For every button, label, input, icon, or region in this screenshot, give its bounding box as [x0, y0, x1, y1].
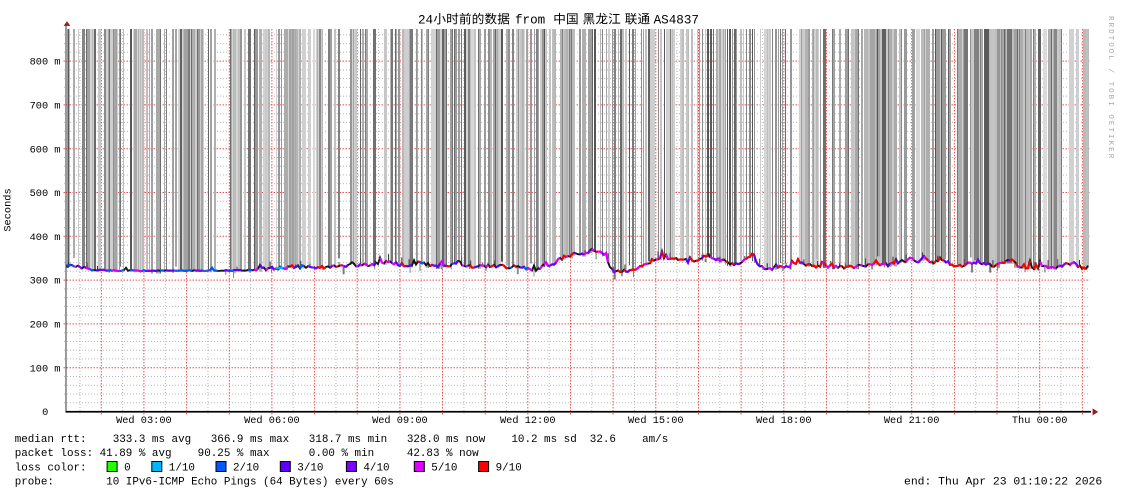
svg-text:9/10: 9/10 — [496, 462, 522, 474]
svg-text:Seconds: Seconds — [3, 188, 15, 231]
svg-text:Thu 00:00: Thu 00:00 — [1012, 415, 1068, 427]
svg-text:end: Thu Apr 23 01:10:22 2026: end: Thu Apr 23 01:10:22 2026 — [904, 477, 1102, 489]
svg-text:RRDTOOL / TOBI OETIKER: RRDTOOL / TOBI OETIKER — [1106, 16, 1114, 160]
svg-text:Wed 12:00: Wed 12:00 — [500, 415, 556, 427]
svg-text:24: 24 — [418, 13, 433, 27]
svg-text:0: 0 — [124, 462, 131, 474]
svg-text:Wed 21:00: Wed 21:00 — [884, 415, 940, 427]
svg-text:Wed 15:00: Wed 15:00 — [628, 415, 684, 427]
svg-text:0: 0 — [42, 407, 48, 419]
svg-text:Wed 18:00: Wed 18:00 — [756, 415, 812, 427]
svg-text:loss color:: loss color: — [15, 462, 87, 474]
svg-text:400 m: 400 m — [30, 232, 61, 244]
svg-text:AS4837: AS4837 — [654, 13, 699, 27]
svg-text:probe: 10 IPv6-ICMP Ech: probe: 10 IPv6-ICMP Echo Pings (64 Bytes… — [15, 477, 394, 489]
svg-text:600 m: 600 m — [30, 144, 61, 156]
svg-text:200 m: 200 m — [30, 320, 61, 332]
svg-text:from: from — [515, 13, 545, 27]
svg-text:packet loss: 41.89 % avg 90: packet loss: 41.89 % avg 90.25 % max 0.0… — [15, 448, 479, 460]
svg-text:800 m: 800 m — [30, 57, 61, 69]
svg-text:4/10: 4/10 — [363, 462, 389, 474]
svg-text:1/10: 1/10 — [169, 462, 195, 474]
svg-text:500 m: 500 m — [30, 188, 61, 200]
svg-text:700 m: 700 m — [30, 101, 61, 113]
svg-text:300 m: 300 m — [30, 276, 61, 288]
svg-text:100 m: 100 m — [30, 363, 61, 375]
svg-text:3/10: 3/10 — [297, 462, 323, 474]
svg-text:2/10: 2/10 — [233, 462, 259, 474]
svg-text:median rtt: 333.3 ms avg: median rtt: 333.3 ms avg 366.9 ms max 31… — [15, 434, 669, 446]
svg-text:Wed 06:00: Wed 06:00 — [244, 415, 300, 427]
svg-text:Wed 03:00: Wed 03:00 — [116, 415, 172, 427]
svg-text:5/10: 5/10 — [431, 462, 457, 474]
svg-text:Wed 09:00: Wed 09:00 — [372, 415, 428, 427]
